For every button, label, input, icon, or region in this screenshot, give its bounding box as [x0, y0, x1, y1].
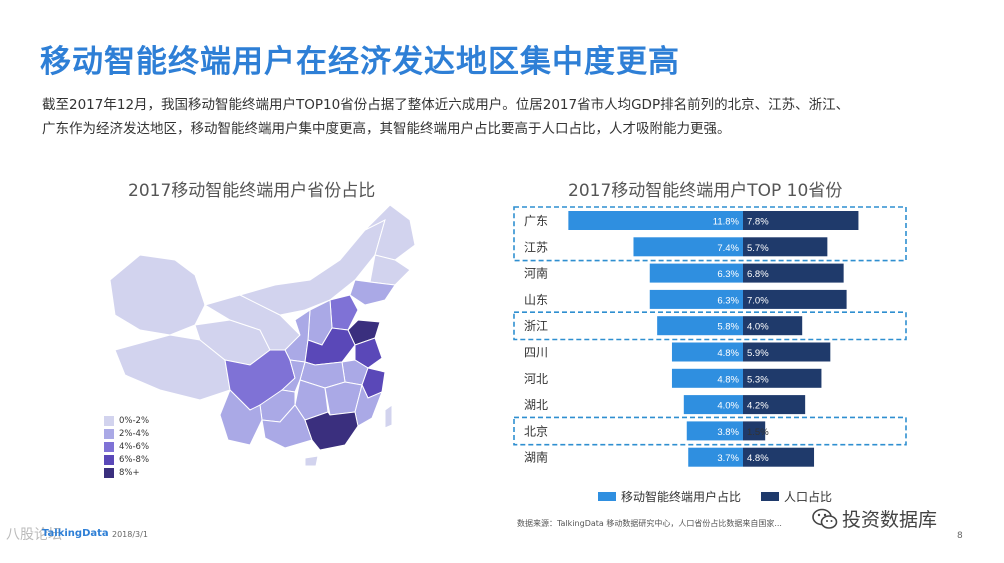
map-legend-item: 6%-8%: [104, 453, 149, 466]
page-number: 8: [957, 531, 963, 541]
bar-population-share: [743, 211, 859, 230]
category-label: 河北: [524, 372, 548, 386]
footer-date: 2018/3/1: [112, 530, 148, 539]
bar-user-share: [633, 237, 743, 257]
description-line-2: 广东作为经济发达地区，移动智能终端用户集中度更高，其智能终端用户占比要高于人口占…: [42, 121, 731, 137]
category-label: 江苏: [524, 240, 548, 254]
description-line-1: 截至2017年12月，我国移动智能终端用户TOP10省份占据了整体近六成用户。位…: [42, 97, 850, 113]
bar-user-share: [657, 316, 743, 336]
bar-label-user-share: 3.7%: [717, 453, 739, 464]
bar-label-user-share: 4.8%: [717, 374, 739, 385]
map-legend-item: 0%-2%: [104, 414, 149, 427]
bar-label-population-share: 4.8%: [747, 453, 769, 464]
map-region-hainan: [304, 455, 319, 467]
top10-bar-chart: 11.8% 7.8% 广东 7.4% 5.7% 江苏 6.3% 6.8% 河南 6.3% 7.0% 山…: [513, 206, 907, 467]
bar-label-population-share: 5.3%: [747, 374, 769, 385]
talkingdata-logo: TalkingData: [42, 528, 109, 539]
highlight-box: [513, 311, 907, 341]
highlight-box: [513, 416, 907, 446]
bar-population-share: [743, 237, 828, 257]
legend-swatch: [104, 467, 114, 478]
category-label: 山东: [524, 293, 548, 307]
bar-label-population-share: 1.5%: [747, 427, 769, 438]
bar-user-share: [649, 289, 743, 309]
map-region-yunnan: [219, 389, 263, 446]
map-region-heilongjiang: [364, 204, 416, 261]
bar-label-population-share: 7.0%: [747, 295, 769, 306]
highlight-box: [513, 206, 907, 262]
bar-user-share: [568, 211, 743, 230]
category-label: 湖北: [524, 397, 548, 412]
wechat-icon: [812, 508, 838, 529]
category-label: 浙江: [524, 319, 548, 333]
category-label: 湖南: [524, 450, 548, 465]
legend-swatch: [104, 454, 114, 465]
bar-label-population-share: 4.0%: [747, 322, 769, 333]
legend-label-population: 人口占比: [784, 490, 833, 504]
legend-label-users: 移动智能终端用户占比: [621, 490, 742, 504]
legend-label: 0%-2%: [119, 415, 150, 426]
bar-population-share: [743, 395, 806, 415]
bar-label-user-share: 3.8%: [717, 427, 739, 438]
category-label: 四川: [524, 346, 548, 360]
legend-swatch-users: [598, 492, 616, 501]
legend-label: 6%-8%: [119, 454, 150, 465]
map-region-xinjiang: [109, 254, 206, 336]
page-title: 移动智能终端用户在经济发达地区集中度更高: [40, 44, 680, 80]
map-region-jiangsu: [354, 337, 383, 369]
bar-user-share: [671, 368, 743, 388]
legend-swatch: [104, 441, 114, 452]
bar-label-user-share: 5.8%: [717, 322, 739, 333]
bar-population-share: [743, 289, 847, 309]
bar-label-user-share: 6.3%: [717, 269, 739, 280]
category-label: 广东: [524, 214, 548, 228]
category-label: 河南: [524, 266, 548, 281]
bar-population-share: [743, 447, 815, 467]
bar-population-share: [743, 421, 766, 441]
wechat-watermark: 投资数据库: [812, 505, 937, 532]
legend-swatch-population: [761, 492, 780, 501]
left-watermark: 八股论坛: [6, 527, 62, 543]
map-region-liaoning: [349, 279, 396, 306]
legend-swatch: [104, 428, 114, 439]
legend-label: 4%-6%: [119, 441, 150, 452]
bar-label-population-share: 7.8%: [747, 217, 769, 228]
map-legend-item: 8%+: [104, 466, 149, 479]
bar-user-share: [671, 342, 743, 362]
data-source-note: 数据来源：TalkingData 移动数据研究中心，人口省份占比数据来自国家..…: [517, 519, 782, 528]
bar-label-user-share: 6.3%: [717, 295, 739, 306]
map-legend: 0%-2% 2%-4% 4%-6% 6%-8% 8%+: [104, 414, 149, 479]
bar-chart-title: 2017移动智能终端用户TOP 10省份: [568, 181, 843, 201]
bar-label-user-share: 4.8%: [717, 348, 739, 359]
map-region-taiwan: [384, 404, 393, 429]
bar-population-share: [743, 368, 822, 388]
legend-label: 2%-4%: [119, 428, 150, 439]
bar-user-share: [683, 395, 743, 415]
bar-label-population-share: 6.8%: [747, 269, 769, 280]
legend-label: 8%+: [119, 467, 140, 478]
bar-label-user-share: 11.8%: [713, 217, 740, 228]
watermark-text: 投资数据库: [842, 509, 938, 531]
legend-swatch: [104, 415, 114, 426]
map-legend-item: 2%-4%: [104, 427, 149, 440]
bar-label-user-share: 4.0%: [717, 401, 739, 412]
bar-population-share: [743, 263, 844, 283]
description: 截至2017年12月，我国移动智能终端用户TOP10省份占据了整体近六成用户。位…: [42, 93, 972, 141]
bar-label-population-share: 5.9%: [747, 348, 769, 359]
bar-user-share: [649, 263, 743, 283]
map-title: 2017移动智能终端用户省份占比: [128, 181, 376, 201]
china-province-map: [109, 204, 416, 467]
bar-user-share: [688, 447, 743, 467]
bar-user-share: [686, 421, 743, 441]
bar-chart-legend: 移动智能终端用户占比 人口占比: [598, 488, 832, 505]
map-region-jilin: [369, 254, 411, 286]
bar-population-share: [743, 316, 803, 336]
map-legend-item: 4%-6%: [104, 440, 149, 453]
map-region-guangdong: [304, 411, 359, 451]
bar-label-user-share: 7.4%: [717, 243, 739, 254]
category-label: 北京: [524, 424, 548, 438]
bar-label-population-share: 4.2%: [747, 401, 769, 412]
bar-population-share: [743, 342, 831, 362]
bar-label-population-share: 5.7%: [747, 243, 769, 254]
